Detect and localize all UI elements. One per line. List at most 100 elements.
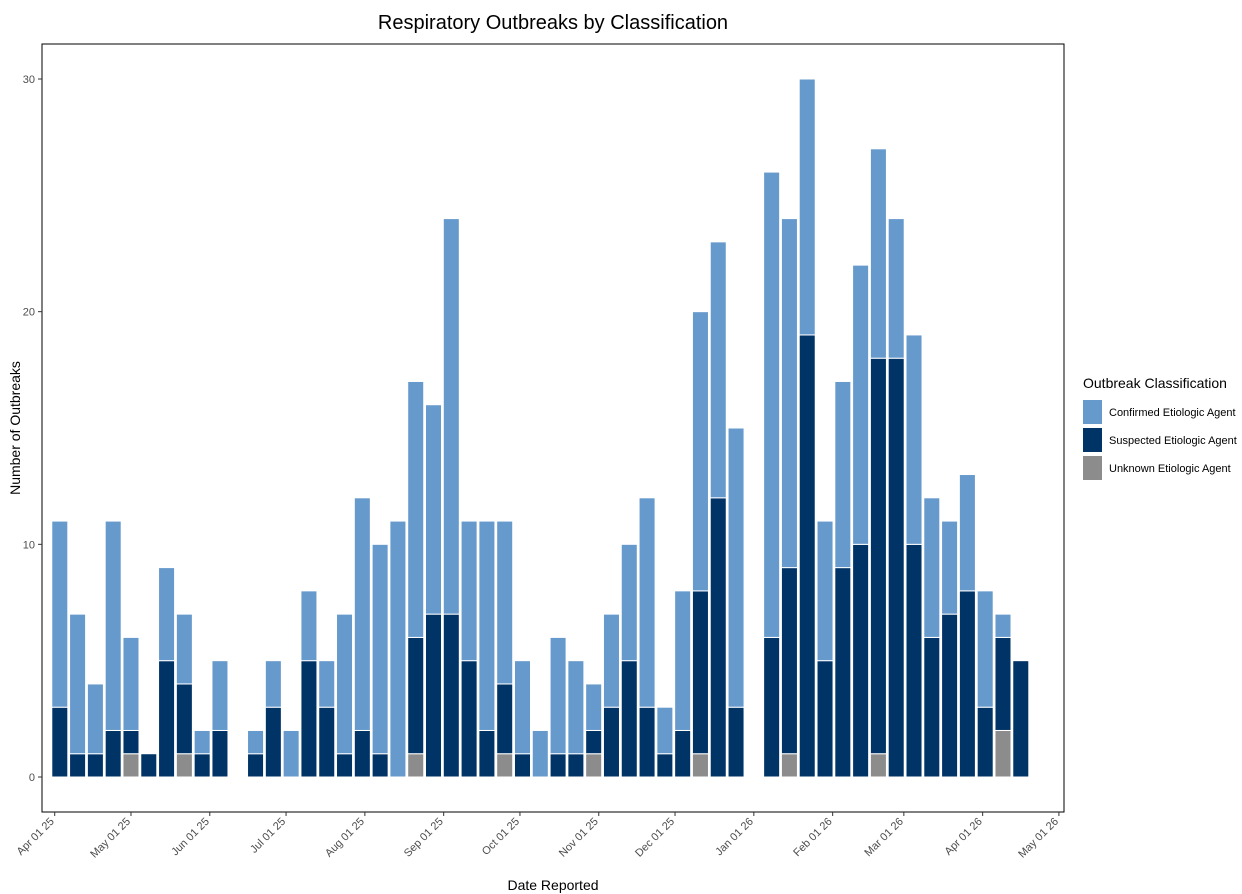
- bar-segment: [763, 171, 781, 638]
- bar-segment: [531, 729, 549, 778]
- bar-segment: [834, 567, 852, 778]
- bar-segment: [122, 753, 140, 778]
- x-tick-label: Oct 01 25: [480, 816, 522, 858]
- bar-segment: [336, 613, 354, 755]
- bar-segment: [816, 520, 834, 662]
- bar-segment: [905, 543, 923, 778]
- bar-segment: [727, 706, 745, 778]
- bar-segment: [211, 729, 229, 778]
- bar-segment: [513, 660, 531, 755]
- y-tick-label: 20: [23, 307, 35, 319]
- bar-segment: [691, 753, 709, 778]
- x-tick-label: Feb 01 26: [791, 816, 835, 860]
- bar-segment: [140, 753, 158, 778]
- bar-segment: [122, 636, 140, 731]
- bar-segment: [51, 706, 69, 778]
- bar-segment: [994, 613, 1012, 638]
- y-tick-label: 0: [29, 772, 35, 784]
- bar-segment: [602, 706, 620, 778]
- bar-segment: [585, 753, 603, 778]
- plot-area: [41, 43, 1065, 813]
- bar-segment: [104, 520, 122, 731]
- legend-swatch: [1083, 456, 1102, 480]
- legend-swatch: [1083, 400, 1102, 424]
- bar-segment: [602, 613, 620, 708]
- legend-label: Confirmed Etiologic Agent: [1109, 407, 1236, 419]
- bar-segment: [300, 590, 318, 662]
- y-axis-title: Number of Outbreaks: [7, 361, 23, 495]
- bar-segment: [549, 636, 567, 755]
- x-axis: Apr 01 25 May 01 25 Jun 01 25 Jul 01 25 Aug …: [15, 812, 1061, 860]
- bar-segment: [513, 753, 531, 778]
- legend-items: Confirmed Etiologic Agent Suspected Etiol…: [1083, 400, 1237, 480]
- bar-segment: [869, 148, 887, 359]
- bar-segment: [638, 706, 656, 778]
- bar-segment: [887, 218, 905, 359]
- bar-segment: [798, 78, 816, 336]
- bar-segment: [727, 427, 745, 708]
- bar-segment: [923, 497, 941, 638]
- bar-segment: [175, 753, 193, 778]
- x-tick-label: Nov 01 25: [557, 816, 601, 860]
- bar-segment: [407, 636, 425, 755]
- bar-segment: [994, 636, 1012, 731]
- bar-segment: [780, 753, 798, 778]
- bar-segment: [674, 590, 692, 731]
- bar-segment: [905, 334, 923, 545]
- x-tick-label: Dec 01 25: [633, 816, 677, 860]
- y-tick-label: 30: [23, 74, 35, 86]
- bar-segment: [158, 660, 176, 778]
- x-axis-title: Date Reported: [507, 877, 598, 893]
- legend-label: Suspected Etiologic Agent: [1109, 435, 1237, 447]
- bar-segment: [976, 706, 994, 778]
- bar-segment: [478, 729, 496, 778]
- x-tick-label: Apr 01 25: [15, 816, 57, 858]
- bar-segment: [549, 753, 567, 778]
- bar-segment: [460, 660, 478, 778]
- bar-segment: [264, 660, 282, 708]
- bar-segment: [869, 357, 887, 755]
- bar-segment: [336, 753, 354, 778]
- bar-segment: [104, 729, 122, 778]
- bar-segment: [763, 636, 781, 778]
- bar-segment: [51, 520, 69, 708]
- x-tick-label: Mar 01 26: [862, 816, 906, 860]
- bar-segment: [674, 729, 692, 778]
- bar-segment: [193, 729, 211, 755]
- legend-title: Outbreak Classification: [1083, 375, 1227, 391]
- bar-segment: [994, 729, 1012, 778]
- bar-segment: [780, 218, 798, 569]
- bar-segment: [941, 613, 959, 778]
- bar-segment: [69, 613, 87, 755]
- bar-segment: [638, 497, 656, 708]
- bars: [51, 78, 1030, 778]
- bar-segment: [442, 218, 460, 615]
- bar-segment: [958, 474, 976, 592]
- bar-segment: [425, 613, 443, 778]
- bar-segment: [69, 753, 87, 778]
- x-tick-label: Sep 01 25: [402, 816, 446, 860]
- bar-segment: [425, 404, 443, 615]
- bar-segment: [211, 660, 229, 731]
- bar-segment: [264, 706, 282, 778]
- bar-segment: [247, 753, 265, 778]
- bar-segment: [122, 729, 140, 755]
- bar-segment: [496, 753, 514, 778]
- x-tick-label: Aug 01 25: [323, 816, 367, 860]
- legend: Outbreak Classification Confirmed Etiolo…: [1083, 375, 1237, 480]
- bar-segment: [442, 613, 460, 778]
- bar-segment: [869, 753, 887, 778]
- legend-label: Unknown Etiologic Agent: [1109, 463, 1231, 475]
- bar-segment: [780, 567, 798, 755]
- bar-segment: [353, 497, 371, 731]
- bar-segment: [300, 660, 318, 778]
- x-tick-label: May 01 26: [1016, 816, 1061, 861]
- bar-segment: [816, 660, 834, 778]
- bar-segment: [86, 683, 104, 755]
- bar-segment: [656, 706, 674, 755]
- bar-segment: [496, 683, 514, 755]
- bar-segment: [709, 497, 727, 778]
- legend-swatch: [1083, 428, 1102, 452]
- bar-segment: [567, 753, 585, 778]
- bar-segment: [247, 729, 265, 755]
